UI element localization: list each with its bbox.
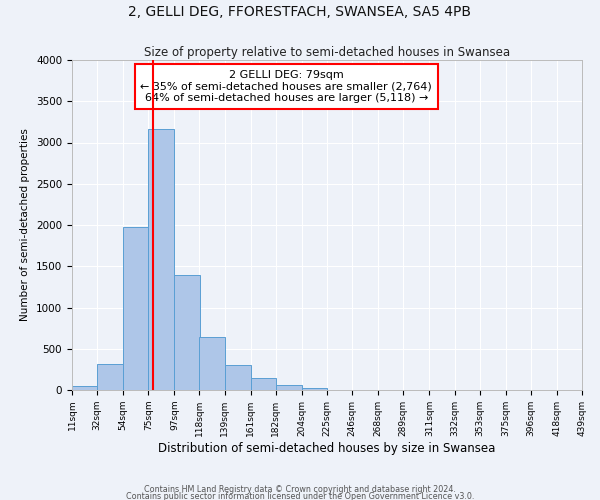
Text: 2, GELLI DEG, FFORESTFACH, SWANSEA, SA5 4PB: 2, GELLI DEG, FFORESTFACH, SWANSEA, SA5 …	[128, 5, 472, 19]
Bar	[224, 365, 251, 390]
Text: 2 GELLI DEG: 79sqm
← 35% of semi-detached houses are smaller (2,764)
64% of semi: 2 GELLI DEG: 79sqm ← 35% of semi-detache…	[140, 70, 432, 103]
Bar	[72, 386, 97, 390]
Bar	[251, 378, 276, 390]
Y-axis label: Number of semi-detached properties: Number of semi-detached properties	[20, 128, 31, 322]
Bar	[199, 337, 224, 390]
Bar	[302, 388, 327, 390]
Bar	[276, 384, 302, 390]
Bar	[175, 274, 199, 390]
Title: Size of property relative to semi-detached houses in Swansea: Size of property relative to semi-detach…	[144, 46, 510, 59]
X-axis label: Distribution of semi-detached houses by size in Swansea: Distribution of semi-detached houses by …	[158, 442, 496, 454]
Text: Contains HM Land Registry data © Crown copyright and database right 2024.: Contains HM Land Registry data © Crown c…	[144, 486, 456, 494]
Bar	[97, 364, 123, 390]
Bar	[148, 130, 175, 390]
Text: Contains public sector information licensed under the Open Government Licence v3: Contains public sector information licen…	[126, 492, 474, 500]
Bar	[123, 226, 148, 390]
